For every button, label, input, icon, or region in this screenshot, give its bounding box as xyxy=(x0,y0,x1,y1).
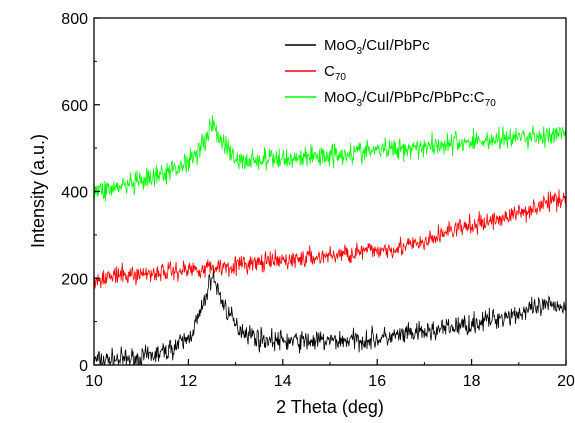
x-axis-title: 2 Theta (deg) xyxy=(276,397,384,417)
y-tick-label: 600 xyxy=(61,98,88,115)
x-tick-label: 14 xyxy=(274,373,292,390)
legend: MoO3/CuI/PbPc C70 MoO3/CuI/PbPc/PbPc:C70 xyxy=(285,37,496,109)
y-tick-label: 400 xyxy=(61,185,88,202)
y-axis-title: Intensity (a.u.) xyxy=(28,134,48,248)
legend-label: MoO3/CuI/PbPc xyxy=(324,37,430,57)
legend-label: MoO3/CuI/PbPc/PbPc:C70 xyxy=(324,89,496,109)
x-tick-label: 16 xyxy=(368,373,386,390)
series-layer xyxy=(94,115,566,365)
series-line-3 xyxy=(94,115,566,203)
y-tick-label: 800 xyxy=(61,11,88,28)
series-line-2 xyxy=(94,189,566,289)
legend-label: C70 xyxy=(324,63,346,83)
y-tick-label: 0 xyxy=(79,358,88,375)
x-tick-label: 12 xyxy=(180,373,198,390)
y-tick-label: 200 xyxy=(61,271,88,288)
x-tick-label: 18 xyxy=(463,373,481,390)
x-tick-label: 20 xyxy=(557,373,575,390)
x-tick-label: 10 xyxy=(85,373,103,390)
series-line-1 xyxy=(94,267,566,365)
